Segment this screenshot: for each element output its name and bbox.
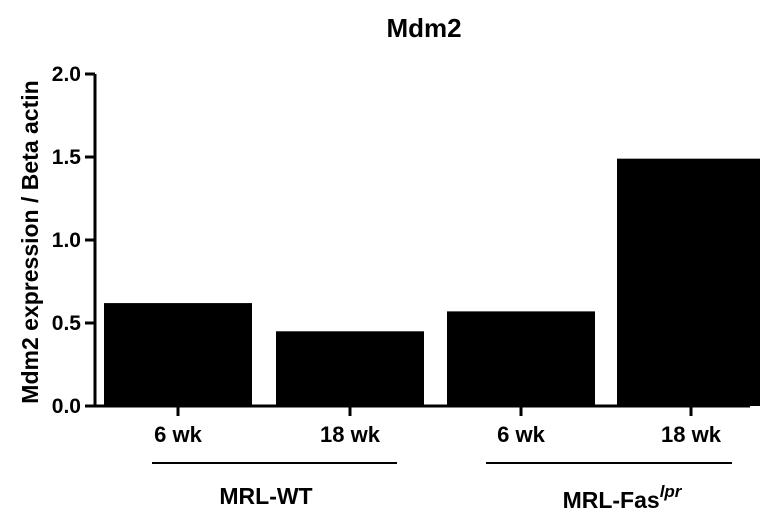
x-category-label: 6 wk bbox=[497, 422, 545, 447]
chart-title: Mdm2 bbox=[386, 13, 461, 43]
x-category-labels: 6 wk 18 wk 6 wk 18 wk bbox=[154, 406, 722, 447]
y-tick-label: 0.5 bbox=[52, 312, 82, 335]
bar-2 bbox=[276, 331, 424, 406]
group-labels: MRL-WT MRL-Faslpr bbox=[152, 462, 732, 513]
y-tick-label: 1.5 bbox=[52, 146, 82, 169]
bars-group bbox=[104, 158, 760, 406]
bar-4 bbox=[617, 158, 760, 406]
x-category-label: 18 wk bbox=[661, 422, 722, 447]
bar-1 bbox=[104, 303, 252, 406]
y-tick-label: 2.0 bbox=[52, 63, 81, 86]
x-category-label: 6 wk bbox=[154, 422, 202, 447]
y-axis-label: Mdm2 expression / Beta actin bbox=[17, 80, 43, 403]
y-tick-label: 0.0 bbox=[52, 395, 81, 418]
group-label: MRL-WT bbox=[219, 483, 312, 509]
x-category-label: 18 wk bbox=[320, 422, 381, 447]
bar-3 bbox=[447, 311, 595, 406]
group-label: MRL-Faslpr bbox=[563, 482, 683, 513]
y-ticks-group: 0.0 0.5 1.0 1.5 2.0 bbox=[52, 63, 95, 418]
y-tick-label: 1.0 bbox=[52, 229, 81, 252]
